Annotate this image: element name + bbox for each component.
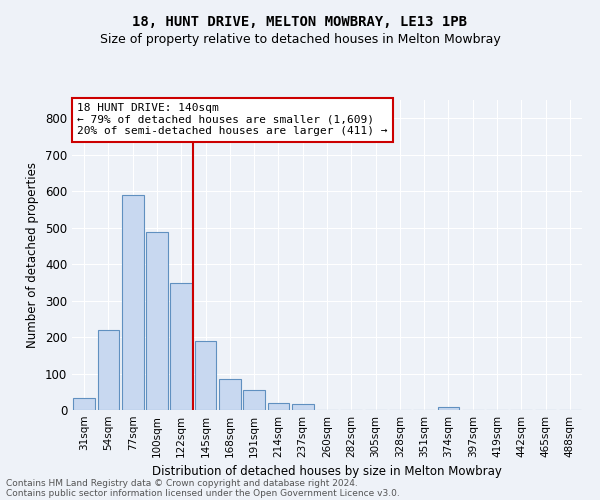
Bar xyxy=(219,379,241,410)
Bar xyxy=(170,283,192,410)
Bar xyxy=(146,232,168,410)
Bar xyxy=(437,407,460,410)
Text: Contains public sector information licensed under the Open Government Licence v3: Contains public sector information licen… xyxy=(6,488,400,498)
Bar xyxy=(268,402,289,410)
Text: Size of property relative to detached houses in Melton Mowbray: Size of property relative to detached ho… xyxy=(100,32,500,46)
Bar xyxy=(97,330,119,410)
Bar xyxy=(73,398,95,410)
Y-axis label: Number of detached properties: Number of detached properties xyxy=(26,162,40,348)
Bar xyxy=(194,340,217,410)
X-axis label: Distribution of detached houses by size in Melton Mowbray: Distribution of detached houses by size … xyxy=(152,466,502,478)
Text: 18 HUNT DRIVE: 140sqm
← 79% of detached houses are smaller (1,609)
20% of semi-d: 18 HUNT DRIVE: 140sqm ← 79% of detached … xyxy=(77,103,388,136)
Bar xyxy=(122,195,143,410)
Text: 18, HUNT DRIVE, MELTON MOWBRAY, LE13 1PB: 18, HUNT DRIVE, MELTON MOWBRAY, LE13 1PB xyxy=(133,15,467,29)
Text: Contains HM Land Registry data © Crown copyright and database right 2024.: Contains HM Land Registry data © Crown c… xyxy=(6,478,358,488)
Bar xyxy=(292,404,314,410)
Bar xyxy=(243,390,265,410)
